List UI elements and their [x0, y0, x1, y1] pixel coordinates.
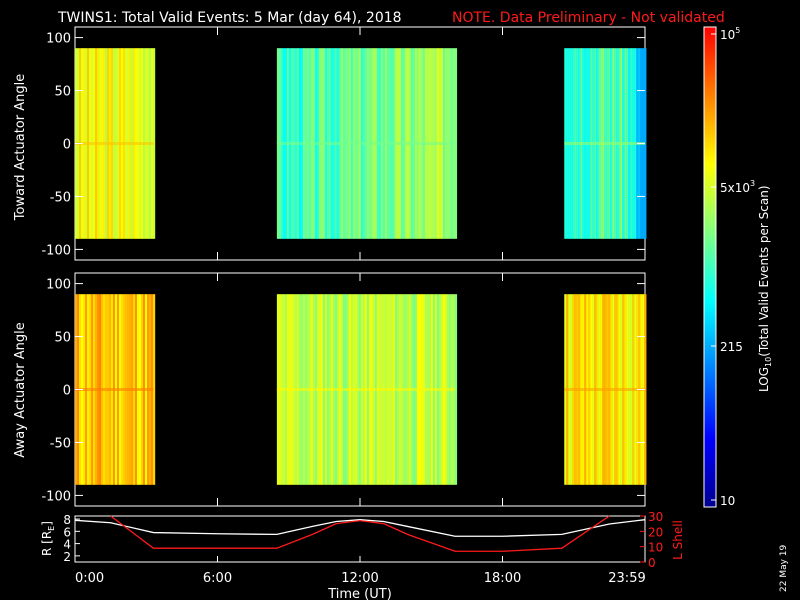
- colorbar-scale: [703, 26, 717, 508]
- x-tick-label: 6:00: [203, 571, 232, 586]
- orbit-left-label: R [RE]: [40, 521, 56, 556]
- x-axis-label: Time (UT): [327, 587, 392, 600]
- toward-ylabel: Toward Actuator Angle: [13, 74, 28, 221]
- l-shell-line: [110, 515, 610, 552]
- orbit-left-tick-label: 2: [63, 550, 71, 564]
- colorbar-label: LOG10(Total Valid Events per Scan): [757, 185, 773, 392]
- away-ylabel: Away Actuator Angle: [13, 322, 28, 457]
- y-tick-label: -100: [41, 489, 71, 504]
- x-tick-label: 18:00: [484, 571, 521, 586]
- heatmap-column: [644, 294, 647, 485]
- heatmap-column: [153, 294, 156, 485]
- colorbar: 105 5x103 215 10 LOG10(Total Valid Events p…: [703, 26, 773, 508]
- orbit-left-tick-label: 8: [63, 513, 71, 527]
- heatmap-column: [454, 48, 458, 239]
- toward-yticks: 100 50 0 -50 -100: [41, 27, 646, 260]
- heatmap-segment: [75, 48, 156, 239]
- y-tick-label: -50: [50, 190, 71, 205]
- r-distance-line: [74, 519, 646, 537]
- y-tick-label: 100: [46, 32, 71, 47]
- orbit-lines: [74, 515, 646, 562]
- colorbar-tick-label: 215: [720, 340, 743, 354]
- figure-title: TWINS1: Total Valid Events: 5 Mar (day 6…: [57, 10, 402, 26]
- orbit-right-tick-label: 10: [648, 541, 663, 555]
- away-yticks: 100 50 0 -50 -100: [41, 273, 646, 506]
- panel-away: 100 50 0 -50 -100 Away Actuator Angle: [13, 272, 647, 507]
- y-tick-label: 100: [46, 278, 71, 293]
- heatmap-segment: [564, 294, 647, 485]
- orbit-left-tick-label: 6: [63, 525, 71, 539]
- x-tick-label: 23:59: [608, 571, 645, 586]
- y-tick-label: 0: [63, 138, 71, 153]
- panel-toward: 100 50 0 -50 -100 Toward Actuator Angle: [13, 26, 647, 261]
- colorbar-tick-label: 5x103: [720, 179, 755, 195]
- orbit-right-tick-label: 20: [648, 525, 663, 539]
- colorbar-tick-label: 105: [720, 26, 740, 42]
- x-tick-label: 12:00: [341, 571, 378, 586]
- orbit-left-tick-label: 4: [63, 538, 71, 552]
- heatmap-segment: [276, 294, 458, 485]
- heatmap-column: [454, 294, 458, 485]
- orbit-right-tick-label: 30: [648, 510, 663, 524]
- y-tick-label: -100: [41, 243, 71, 258]
- y-tick-label: 0: [63, 384, 71, 399]
- x-tick-labels: 0:00 6:00 12:00 18:00 23:59: [75, 571, 646, 586]
- heatmap-segment: [276, 48, 458, 239]
- x-tick-label: 0:00: [75, 571, 104, 586]
- date-stamp: 22 May 19: [779, 544, 789, 592]
- preliminary-note: NOTE. Data Preliminary - Not validated: [452, 10, 725, 26]
- heatmap-column: [644, 48, 647, 239]
- y-tick-label: 50: [54, 85, 71, 100]
- orbit-right-tick-label: 0: [648, 556, 656, 570]
- y-tick-label: 50: [54, 331, 71, 346]
- heatmap-segment: [564, 48, 647, 239]
- heatmap-column: [153, 48, 156, 239]
- y-tick-label: -50: [50, 436, 71, 451]
- orbit-right-label: L Shell: [671, 520, 685, 560]
- heatmap-segment: [75, 294, 156, 485]
- colorbar-ticks: 105 5x103 215 10: [711, 26, 755, 508]
- away-heatmap: [75, 294, 647, 485]
- colorbar-tick-label: 10: [720, 494, 735, 508]
